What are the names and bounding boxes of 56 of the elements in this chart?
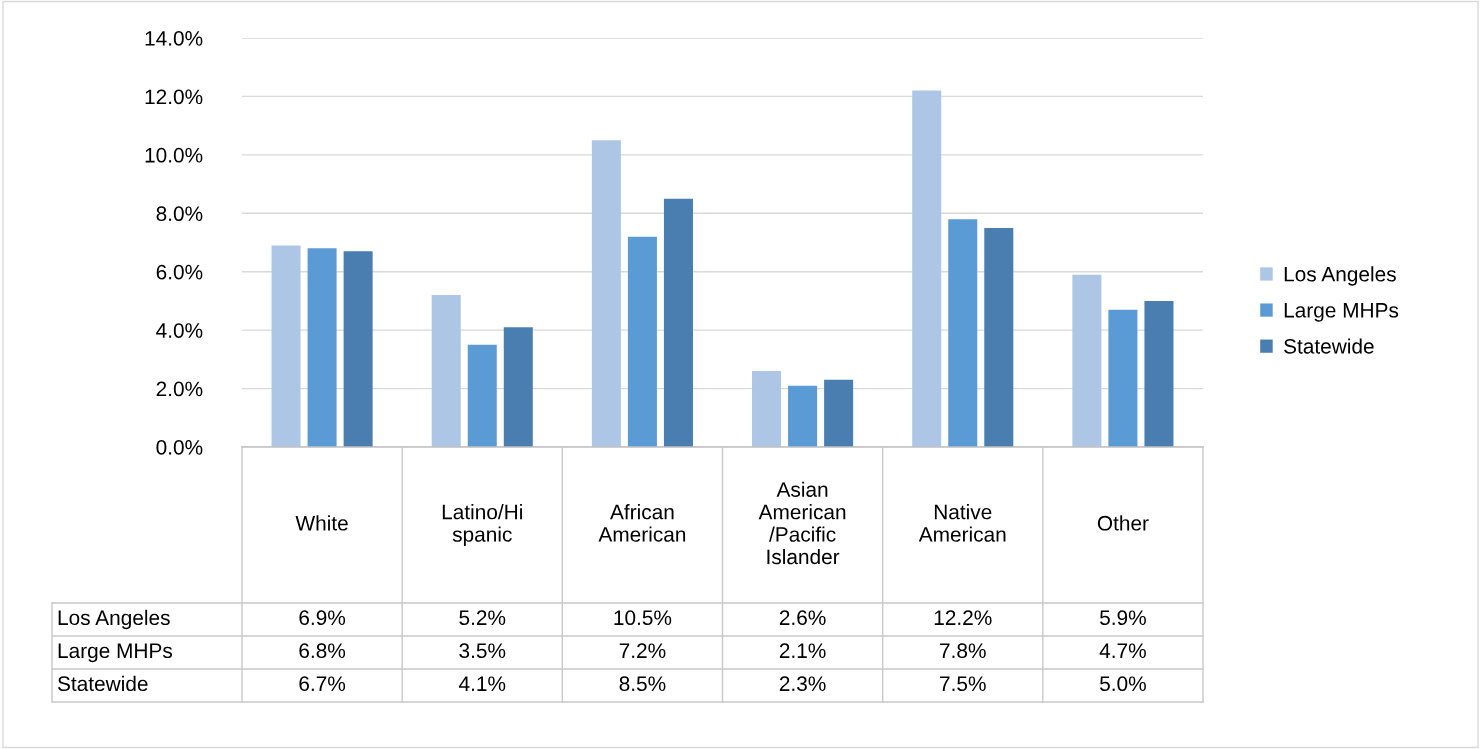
- data-label: 8.5%: [619, 676, 666, 692]
- data-label: 7.2%: [619, 643, 666, 659]
- data-label: 6.7%: [299, 676, 346, 692]
- data-label: 7.8%: [940, 643, 986, 659]
- bar: [467, 344, 497, 447]
- bar: [1072, 274, 1102, 447]
- x-tick-label: Other: [1097, 515, 1149, 531]
- y-tick-label: 8.0%: [156, 206, 203, 222]
- legend-label: Statewide: [1284, 338, 1374, 354]
- data-label: 2.1%: [779, 643, 826, 659]
- y-tick-label: 4.0%: [156, 323, 203, 338]
- legend-label: Large MHPs: [1284, 303, 1399, 322]
- y-tick-label: 2.0%: [156, 381, 203, 397]
- bar: [824, 379, 854, 447]
- x-tick-label: Latino/Hi spanic: [442, 504, 522, 546]
- data-label: 5.2%: [459, 610, 506, 626]
- bar: [948, 219, 978, 447]
- bar: [627, 236, 657, 447]
- bar: [431, 295, 461, 447]
- bar: [591, 140, 621, 447]
- y-tick-label: 0.0%: [156, 440, 203, 455]
- bar: [1144, 300, 1174, 447]
- bar: [343, 251, 373, 447]
- bar: [788, 385, 818, 447]
- data-label: 3.5%: [459, 643, 506, 659]
- x-tick-label: Asian American /Pacific Islander: [758, 481, 846, 565]
- data-label: 4.7%: [1099, 643, 1146, 659]
- x-tick-label: African American: [598, 504, 686, 542]
- bar: [503, 327, 533, 447]
- data-label: 4.1%: [458, 676, 506, 692]
- data-label: 6.9%: [299, 610, 346, 626]
- data-label: 5.9%: [1100, 610, 1146, 626]
- data-label: 12.2%: [934, 610, 992, 626]
- bar: [307, 248, 337, 447]
- data-label: 10.5%: [614, 610, 672, 626]
- y-tick-label: 12.0%: [145, 89, 203, 105]
- text: Large MHPs: [58, 643, 173, 663]
- data-label: 2.3%: [779, 676, 826, 692]
- y-tick-label: 10.0%: [145, 147, 203, 163]
- bar: [1108, 309, 1138, 447]
- data-label: 7.5%: [940, 676, 986, 692]
- bar: [912, 90, 942, 447]
- data-label: 5.0%: [1100, 676, 1146, 692]
- legend-label: Los Angeles: [1284, 266, 1396, 286]
- y-tick-label: 14.0%: [145, 31, 203, 46]
- bar: [984, 227, 1014, 447]
- text: Los Angeles: [58, 609, 170, 630]
- y-tick-label: 6.0%: [156, 264, 203, 280]
- bar: [663, 198, 693, 447]
- data-label: 2.6%: [779, 610, 826, 626]
- x-tick-label: Native American: [918, 504, 1006, 542]
- data-label: 6.8%: [299, 643, 346, 659]
- bar: [271, 245, 301, 447]
- text: Statewide: [57, 675, 148, 692]
- bar: [752, 371, 782, 447]
- x-tick-label: White: [295, 515, 348, 531]
